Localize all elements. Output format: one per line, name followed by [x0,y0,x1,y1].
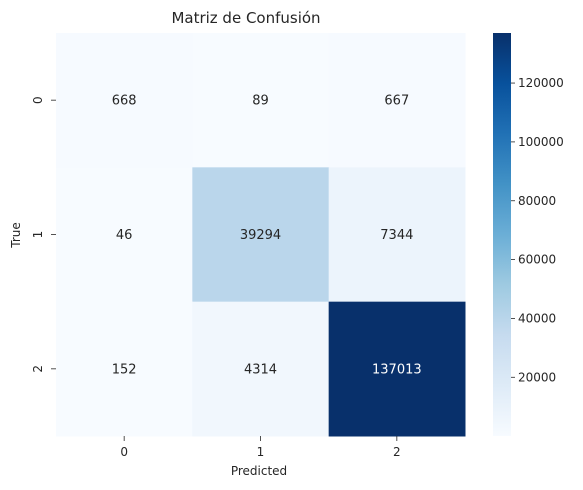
y-tick-label: 2 [31,365,45,373]
x-axis-label: Predicted [231,464,287,478]
heatmap-cell [192,33,330,168]
colorbar-ticks: 20000 40000 60000 80000 100000 120000 [511,76,564,384]
y-tick-label: 0 [31,96,45,104]
cell-value-label: 89 [252,94,269,109]
cell-value-label: 4314 [244,362,277,377]
cell-value-label: 152 [112,362,137,377]
x-tick-label: 0 [120,445,128,459]
heatmap-cell [192,167,330,303]
colorbar-tick-label: 60000 [518,253,556,267]
cell-value-label: 39294 [240,228,281,243]
colorbar-tick-label: 100000 [518,135,564,149]
y-axis-label: True [9,222,23,249]
colorbar [493,33,511,436]
x-tick-label: 1 [257,445,265,459]
colorbar-tick-label: 80000 [518,194,556,208]
heatmap-cell [328,301,466,437]
heatmap-cell [328,33,466,168]
heatmap-cell-labels: 668 89 667 46 39294 7344 152 4314 137013 [112,94,422,378]
cell-value-label: 137013 [372,362,422,377]
cell-value-label: 7344 [380,228,413,243]
colorbar-tick-label: 40000 [518,311,556,325]
heatmap-cell [56,167,193,303]
heatmap-cell [56,33,193,168]
heatmap-cell [192,301,330,437]
chart-title: Matriz de Confusión [171,9,320,27]
cell-value-label: 667 [384,94,409,109]
colorbar-tick-label: 120000 [518,76,564,90]
heatmap-cell [56,301,193,437]
cell-value-label: 46 [116,228,133,243]
x-axis: 0 1 2 [120,436,401,459]
x-tick-label: 2 [393,445,401,459]
heatmap-cell [328,167,466,303]
y-tick-label: 1 [31,231,45,239]
heatmap-cells [56,33,466,437]
colorbar-tick-label: 20000 [518,370,556,384]
y-axis: 0 1 2 [31,96,56,373]
cell-value-label: 668 [112,94,137,109]
